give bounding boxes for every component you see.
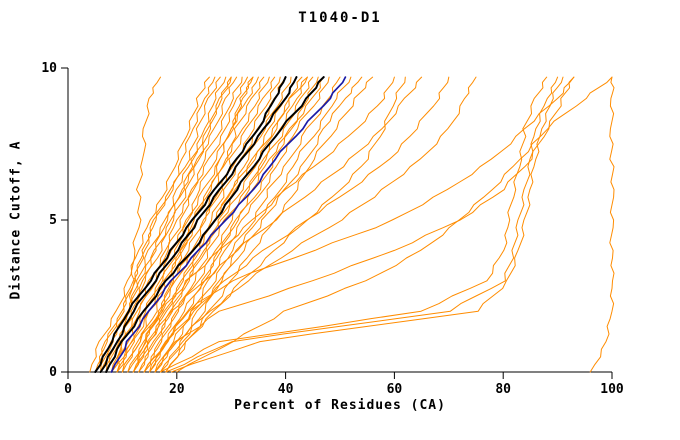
- model-curve: [165, 76, 559, 373]
- model-curve: [165, 76, 374, 373]
- y-tick-label: 10: [41, 61, 57, 76]
- y-tick-label: 0: [49, 365, 57, 380]
- model-curve: [154, 76, 330, 373]
- x-tick-label: 40: [278, 382, 294, 397]
- x-tick-label: 60: [387, 382, 403, 397]
- model-curve: [138, 76, 303, 373]
- model-curve: [138, 76, 297, 373]
- model-curve: [116, 76, 161, 373]
- model-curve: [589, 76, 615, 373]
- model-curve: [170, 76, 564, 373]
- model-curve: [121, 76, 395, 373]
- x-axis-label: Percent of Residues (CA): [234, 398, 446, 413]
- model-curve: [154, 76, 477, 373]
- y-tick-label: 5: [49, 213, 57, 228]
- x-tick-label: 80: [495, 382, 511, 397]
- model-curve: [111, 76, 248, 373]
- x-tick-label: 0: [64, 382, 72, 397]
- model-curve: [143, 76, 308, 373]
- model-curve: [176, 76, 613, 373]
- model-curve: [105, 76, 238, 373]
- x-tick-label: 100: [600, 382, 624, 397]
- highlight-curve: [99, 76, 298, 373]
- model-curve: [94, 76, 216, 373]
- model-curve: [154, 76, 575, 373]
- model-curve: [105, 76, 232, 373]
- chart-title: T1040-D1: [298, 10, 382, 26]
- model-curve: [94, 76, 221, 373]
- model-curve: [149, 76, 575, 373]
- model-curve: [160, 76, 352, 373]
- highlight-curve: [94, 76, 287, 373]
- model-curve: [116, 76, 254, 373]
- model-curve: [100, 76, 232, 373]
- model-curve: [160, 76, 363, 373]
- y-axis-label-text: Distance Cutoff, A: [8, 140, 24, 300]
- model-curve: [160, 76, 548, 373]
- model-curve: [89, 76, 210, 373]
- model-curve: [149, 76, 325, 373]
- model-curve: [121, 76, 265, 373]
- model-curve: [154, 76, 341, 373]
- model-curve: [143, 76, 314, 373]
- x-tick-label: 20: [169, 382, 185, 397]
- model-curve: [111, 76, 243, 373]
- model-curve: [127, 76, 281, 373]
- highlight-curve: [105, 76, 325, 373]
- model-curve: [149, 76, 319, 373]
- model-curve: [132, 76, 423, 373]
- reference-curve: [110, 76, 347, 373]
